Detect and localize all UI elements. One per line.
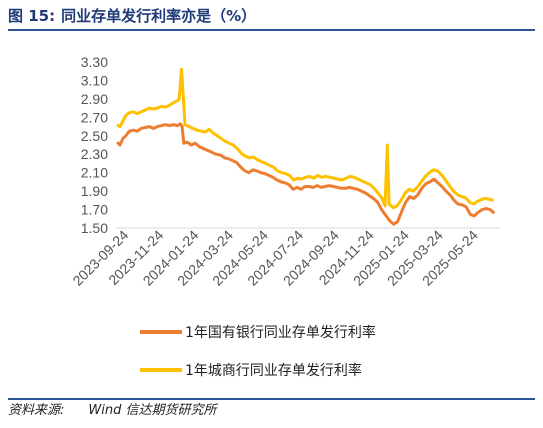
legend-label: 1年国有银行同业存单发行利率 <box>185 324 376 341</box>
line-chart: 1.50 1.70 1.90 2.10 2.30 2.50 2.70 2.90 3.10 3.30… <box>69 54 500 379</box>
y-tick-label: 2.70 <box>81 109 108 125</box>
legend: 1年国有银行同业存单发行利率 1年城商行同业存单发行利率 <box>140 324 376 379</box>
y-tick-label: 1.70 <box>81 202 108 218</box>
y-tick-label: 3.30 <box>81 54 108 70</box>
y-axis: 1.50 1.70 1.90 2.10 2.30 2.50 2.70 2.90 3.10 3.30 <box>81 54 108 236</box>
source-text: Wind 信达期货研究所 <box>88 403 217 418</box>
series-line-2 <box>116 67 495 210</box>
y-tick-label: 2.30 <box>81 146 108 162</box>
series-line-1 <box>116 122 496 226</box>
y-tick-label: 2.10 <box>81 165 108 181</box>
figure-title: 同业存单发行利率亦是（%） <box>61 7 257 25</box>
y-tick-label: 2.50 <box>81 128 108 144</box>
figure-number: 图 15: <box>8 7 56 25</box>
legend-label: 1年城商行同业存单发行利率 <box>185 362 362 379</box>
x-axis: 2023-09-242023-11-242024-01-242024-03-24… <box>69 227 500 289</box>
source-note: 资料来源: Wind 信达期货研究所 <box>8 398 535 424</box>
source-label: 资料来源: <box>8 403 65 418</box>
y-tick-label: 1.90 <box>81 183 108 199</box>
y-tick-label: 2.90 <box>81 91 108 107</box>
y-tick-label: 1.50 <box>81 220 108 236</box>
figure-title-bar: 图 15: 同业存单发行利率亦是（%） <box>8 5 535 31</box>
y-tick-label: 3.10 <box>81 72 108 88</box>
series-lines <box>116 67 496 226</box>
